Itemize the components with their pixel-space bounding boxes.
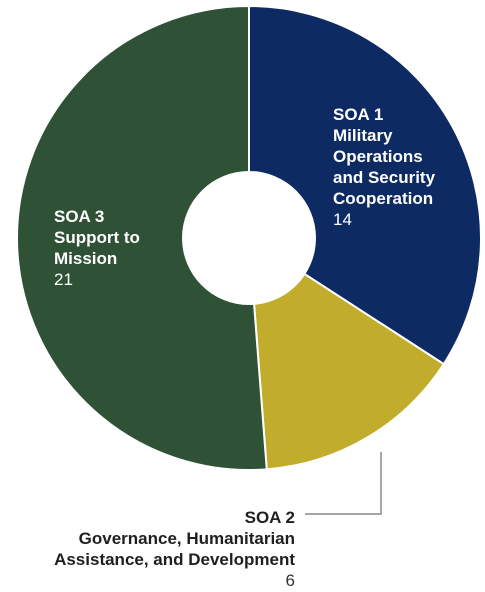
soa2-name-line1: Governance, Humanitarian: [78, 529, 295, 548]
soa3-name-line1: Support to: [54, 228, 140, 247]
soa1-name-line2: Operations: [333, 147, 423, 166]
soa2-code: SOA 2: [244, 508, 295, 527]
donut-hole: [182, 171, 316, 305]
soa1-code: SOA 1: [333, 105, 384, 124]
soa1-name-line4: Cooperation: [333, 189, 434, 208]
soa2-name-line2: Assistance, and Development: [54, 550, 295, 569]
soa2-value: 6: [285, 571, 295, 590]
soa1-name-line1: Military: [333, 126, 393, 145]
soa2-slice: [247, 236, 446, 471]
soa3-name-line2: Mission: [54, 249, 118, 268]
soa3-slice: [16, 4, 268, 471]
soa1-value: 14: [333, 210, 352, 229]
soa3-value: 21: [54, 270, 73, 289]
soa2-leader-line: [305, 452, 382, 515]
soa1-name-line3: and Security: [333, 168, 436, 187]
soa3-label: SOA 3 Support to Mission 21: [54, 206, 140, 290]
soa3-code: SOA 3: [54, 207, 105, 226]
soa2-label: SOA 2 Governance, Humanitarian Assistanc…: [54, 507, 295, 591]
soa1-label: SOA 1 Military Operations and Security C…: [333, 104, 435, 230]
